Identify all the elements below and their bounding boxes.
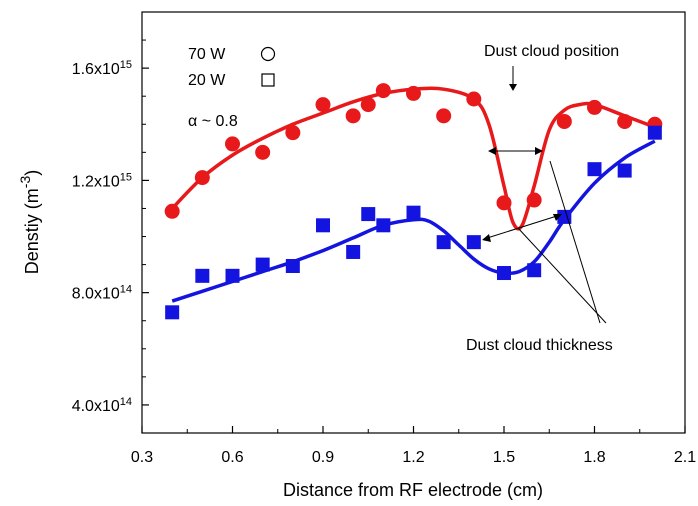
legend-marker-circle bbox=[260, 46, 276, 62]
data-point-70w bbox=[496, 195, 512, 211]
x-tick-label: 0.3 bbox=[131, 449, 153, 466]
data-point-70w bbox=[526, 192, 542, 208]
data-point-70w bbox=[255, 144, 271, 160]
dust-position-arrowhead bbox=[509, 84, 517, 91]
thickness-pointer-2 bbox=[549, 160, 601, 324]
data-point-70w bbox=[375, 83, 391, 99]
thickness-arrowhead-left-20w bbox=[482, 234, 491, 242]
data-point-70w bbox=[466, 91, 482, 107]
thickness-arrowhead-left-70w bbox=[488, 147, 496, 155]
data-point-70w bbox=[285, 125, 301, 141]
thickness-pointer-1 bbox=[517, 227, 607, 324]
data-point-20w bbox=[195, 268, 210, 283]
legend-label-70w: 70 W bbox=[188, 46, 226, 63]
data-point-20w bbox=[285, 259, 300, 274]
data-point-20w bbox=[316, 218, 330, 233]
data-point-20w bbox=[225, 268, 240, 283]
dust-thickness-label: Dust cloud thickness bbox=[466, 337, 613, 354]
data-markers bbox=[164, 83, 663, 320]
data-point-20w bbox=[587, 162, 602, 177]
data-point-70w bbox=[194, 170, 210, 186]
data-point-20w bbox=[406, 205, 421, 220]
data-point-20w bbox=[497, 266, 511, 281]
data-point-20w bbox=[361, 207, 376, 222]
data-point-20w bbox=[647, 125, 662, 140]
thickness-arrow-20w bbox=[483, 214, 561, 240]
data-point-70w bbox=[587, 99, 602, 115]
thickness-arrowhead-right-70w bbox=[535, 147, 543, 155]
x-tick-labels: 0.3 0.6 0.9 1.2 1.5 1.8 2.1 bbox=[131, 449, 696, 466]
data-point-70w bbox=[164, 203, 180, 219]
data-point-20w bbox=[527, 263, 542, 278]
data-point-20w bbox=[466, 235, 481, 250]
data-point-20w bbox=[255, 257, 270, 272]
data-point-20w bbox=[165, 305, 180, 320]
x-tick-label: 1.5 bbox=[493, 449, 515, 466]
legend-label-20w: 20 W bbox=[188, 72, 226, 89]
fit-curve-70w bbox=[170, 86, 656, 231]
data-point-70w bbox=[345, 108, 361, 124]
annotations: Dust cloud position Dust cloud thickness bbox=[466, 43, 619, 354]
y-tick-label: 1.6x1015 bbox=[72, 59, 132, 78]
y-axis-label: Denstiy (m-3) bbox=[17, 170, 42, 274]
x-tick-label: 0.6 bbox=[221, 449, 243, 466]
data-point-70w bbox=[360, 97, 376, 113]
data-point-20w bbox=[436, 235, 451, 250]
fit-curves bbox=[170, 86, 656, 303]
legend: 70 W 20 W α ~ 0.8 bbox=[188, 46, 276, 130]
x-axis-label: Distance from RF electrode (cm) bbox=[283, 480, 543, 500]
dust-position-label: Dust cloud position bbox=[484, 43, 619, 60]
data-point-70w bbox=[315, 97, 331, 113]
plot-frame bbox=[141, 11, 686, 434]
data-point-20w bbox=[376, 218, 391, 233]
data-point-20w bbox=[346, 244, 361, 259]
y-tick-label: 8.0x1014 bbox=[72, 284, 132, 303]
fit-curve-20w bbox=[171, 139, 656, 303]
data-point-20w bbox=[617, 163, 632, 178]
data-point-70w bbox=[225, 136, 240, 152]
y-tick-labels: 4.0x1014 8.0x1014 1.2x1015 1.6x1015 bbox=[72, 59, 132, 415]
x-tick-label: 2.1 bbox=[674, 449, 696, 466]
data-point-70w bbox=[617, 113, 633, 129]
data-point-70w bbox=[556, 113, 572, 129]
x-tick-label: 0.9 bbox=[312, 449, 334, 466]
y-tick-label: 4.0x1014 bbox=[72, 396, 132, 415]
y-tick-label: 1.2x1015 bbox=[72, 171, 132, 190]
thickness-arrowhead-right-20w bbox=[553, 214, 562, 221]
data-point-70w bbox=[406, 85, 421, 101]
data-point-70w bbox=[436, 108, 452, 124]
legend-marker-square bbox=[261, 73, 275, 87]
x-tick-label: 1.2 bbox=[402, 449, 424, 466]
alpha-annotation: α ~ 0.8 bbox=[188, 113, 238, 130]
x-tick-label: 1.8 bbox=[583, 449, 605, 466]
